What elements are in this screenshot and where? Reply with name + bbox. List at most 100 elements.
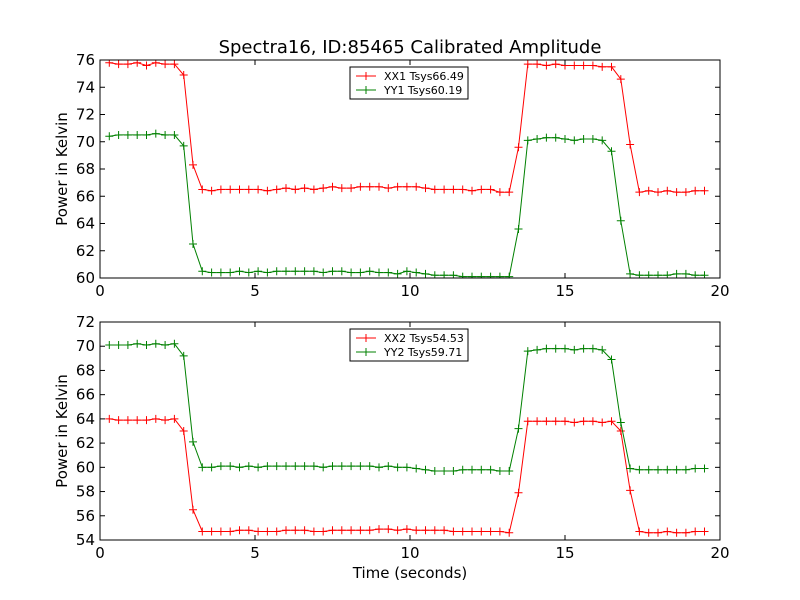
data-point-marker (347, 184, 356, 193)
data-point-marker (588, 417, 597, 426)
y-tick-label: 76 (76, 51, 95, 69)
data-point-marker (654, 465, 662, 474)
data-point-marker (402, 463, 411, 472)
data-point-marker (291, 185, 300, 194)
data-point-marker (468, 527, 476, 536)
data-point-marker (421, 269, 430, 278)
data-point-marker (375, 525, 383, 534)
data-point-marker (105, 341, 114, 350)
data-point-marker (672, 188, 681, 197)
data-point-marker (328, 462, 337, 471)
data-point-marker (291, 267, 300, 276)
data-point-marker (458, 527, 467, 536)
data-point-marker (216, 185, 225, 194)
data-point-marker (272, 462, 281, 471)
data-point-marker (393, 269, 402, 278)
data-point-marker (486, 465, 495, 474)
data-point-marker (402, 525, 411, 534)
data-point-marker (291, 526, 300, 535)
data-point-marker (477, 272, 486, 278)
data-point-marker (700, 186, 709, 195)
data-point-marker (226, 185, 235, 194)
y-tick-label: 68 (76, 361, 95, 379)
data-point-marker (598, 62, 607, 71)
data-point-marker (254, 267, 263, 276)
data-point-marker (505, 466, 514, 475)
data-point-marker (607, 355, 616, 364)
data-point-marker (207, 527, 216, 536)
data-point-marker (598, 345, 607, 354)
data-point-marker (151, 129, 160, 138)
data-point-marker (579, 61, 588, 70)
data-point-marker (691, 186, 700, 195)
data-point-marker (607, 417, 616, 426)
data-point-marker (254, 527, 263, 536)
data-point-marker (477, 465, 486, 474)
data-point-marker (328, 267, 337, 276)
data-point-marker (235, 463, 244, 472)
data-point-marker (681, 188, 690, 197)
data-point-marker (300, 184, 309, 193)
data-point-marker (644, 528, 653, 537)
data-point-marker (170, 414, 179, 423)
data-point-marker (542, 133, 551, 142)
data-point-marker (282, 526, 290, 535)
x-axis-label: Time (seconds) (352, 564, 468, 582)
data-point-marker (579, 417, 588, 426)
data-point-marker (514, 143, 523, 152)
y-tick-label: 60 (76, 458, 95, 476)
data-point-marker (365, 267, 374, 276)
data-point-marker (337, 184, 346, 193)
data-point-marker (207, 268, 216, 277)
data-point-marker (254, 185, 263, 194)
data-point-marker (282, 184, 290, 193)
x-tick-label: 0 (95, 544, 105, 562)
data-point-marker (533, 345, 542, 354)
data-point-marker (598, 136, 607, 145)
data-point-marker (244, 268, 253, 277)
data-point-marker (337, 462, 346, 471)
data-point-marker (663, 186, 672, 195)
data-point-marker (495, 272, 504, 278)
data-point-marker (635, 527, 644, 536)
y-tick-label: 58 (76, 483, 95, 501)
data-point-marker (161, 416, 170, 425)
chart-title: Spectra16, ID:85465 Calibrated Amplitude (219, 37, 602, 58)
data-point-marker (654, 188, 662, 197)
y-tick-label: 54 (76, 531, 95, 549)
data-point-marker (505, 272, 514, 278)
y-tick-label: 74 (76, 78, 95, 96)
data-point-marker (272, 185, 281, 194)
top-plot-panel: 0 5 10 15 20 60 62 64 66 68 70 72 74 76 Power in Kelvi… (53, 51, 730, 300)
data-point-marker (468, 465, 476, 474)
data-point-marker (291, 462, 300, 471)
data-point-marker (449, 466, 458, 475)
data-point-marker (495, 188, 504, 197)
data-point-marker (393, 526, 402, 535)
data-point-marker (179, 427, 188, 435)
data-point-marker (570, 136, 579, 145)
data-point-marker (551, 60, 560, 69)
series-line-1 (109, 133, 705, 278)
data-point-marker (347, 462, 356, 471)
data-point-marker (309, 462, 318, 471)
data-point-marker (430, 185, 439, 194)
data-point-marker (207, 463, 216, 472)
x-tick-label: 20 (710, 282, 729, 300)
data-point-marker (440, 466, 449, 475)
x-tick-label: 20 (710, 544, 729, 562)
data-point-marker (402, 182, 411, 191)
data-point-marker (561, 344, 569, 353)
data-point-marker (189, 505, 197, 514)
data-point-marker (142, 341, 151, 350)
data-point-marker (681, 269, 690, 278)
data-point-marker (616, 418, 625, 427)
data-point-marker (263, 462, 272, 471)
data-point-marker (133, 416, 142, 425)
data-point-marker (458, 465, 467, 474)
data-point-marker (319, 184, 328, 193)
data-point-marker (123, 341, 132, 350)
series-line-1 (109, 343, 705, 472)
data-point-marker (616, 427, 625, 435)
